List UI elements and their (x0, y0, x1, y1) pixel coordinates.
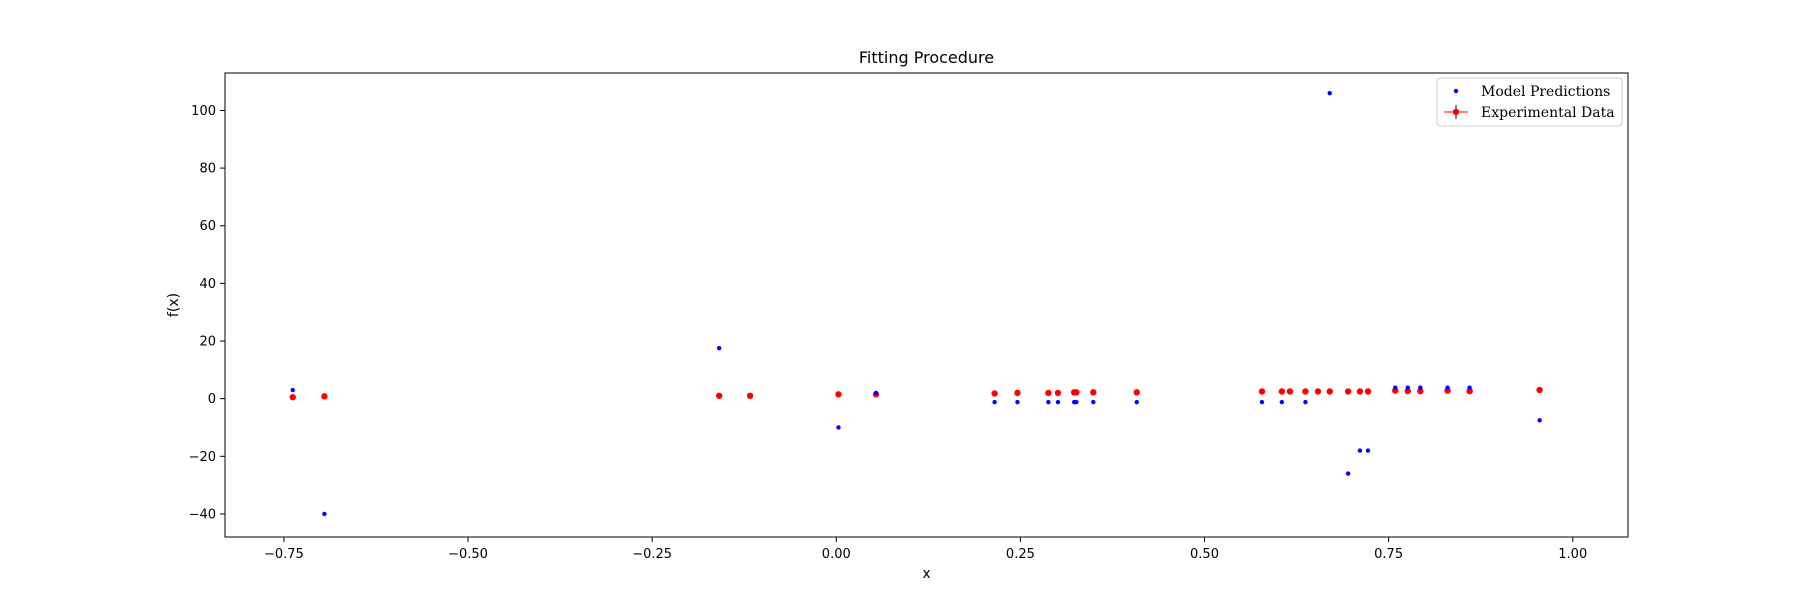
model-prediction-point (290, 387, 295, 393)
legend-marker-experimental-data (1444, 105, 1468, 119)
y-tick-label: 60 (199, 219, 216, 234)
experimental-data-point (1278, 388, 1286, 395)
experimental-data-point (715, 392, 723, 399)
experimental-data-point (1054, 389, 1062, 397)
x-tick-label: 0.00 (822, 547, 851, 562)
model-prediction-point (1074, 399, 1079, 405)
x-tick-label: −0.25 (632, 547, 672, 562)
legend-point (1452, 108, 1460, 116)
chart-title: Fitting Procedure (859, 48, 994, 67)
experimental-data-point (1302, 388, 1309, 395)
model-prediction-point (1365, 448, 1371, 453)
experimental-data-point (289, 394, 296, 401)
y-tick-label: 20 (199, 335, 216, 350)
model-prediction-point (1259, 399, 1265, 405)
experimental-data-point (835, 391, 842, 398)
experimental-data-point (1466, 387, 1473, 395)
model-prediction-point (1134, 399, 1139, 405)
x-tick-label: 1.00 (1558, 547, 1587, 562)
model-prediction-point (1279, 399, 1285, 405)
model-prediction-point (1357, 448, 1363, 453)
x-tick-label: 0.50 (1190, 547, 1219, 562)
model-prediction-point (322, 511, 327, 517)
experimental-data-point (1133, 389, 1140, 396)
model-prediction-point (1046, 399, 1051, 405)
experimental-data-point (1326, 388, 1333, 395)
x-tick-label: −0.75 (264, 547, 304, 562)
experimental-data-point (1404, 387, 1411, 395)
x-axis-label: x (922, 566, 930, 582)
x-tick-label: −0.50 (448, 547, 488, 562)
experimental-data-point (746, 392, 754, 399)
experimental-data-point (1417, 387, 1424, 395)
model-prediction-point (1537, 418, 1542, 423)
legend-label-experimental-data: Experimental Data (1481, 105, 1615, 121)
model-prediction-point (1467, 385, 1472, 390)
model-prediction-point (1445, 385, 1450, 390)
y-axis: −40 −20 0 20 40 60 80 100 (189, 104, 225, 522)
plot-marks (289, 90, 1543, 517)
model-prediction-point (992, 399, 997, 405)
experimental-data-point (1045, 389, 1052, 397)
model-prediction-point (1405, 385, 1410, 390)
experimental-data-point (1258, 388, 1266, 395)
y-tick-label: 80 (199, 162, 216, 177)
experimental-data-point (321, 393, 328, 400)
legend-marker-model-predictions (1453, 88, 1459, 94)
experimental-data-point (1286, 388, 1294, 395)
experimental-data-point (1356, 388, 1364, 395)
experimental-data-point (1090, 389, 1097, 396)
plot-frame (224, 72, 1629, 538)
model-prediction-point (1055, 399, 1061, 405)
y-tick-label: −20 (189, 450, 216, 465)
legend-box (1436, 77, 1623, 127)
x-tick-label: 0.75 (1374, 547, 1403, 562)
model-prediction-point (836, 425, 841, 430)
legend: Model Predictions Experimental Data (1436, 77, 1623, 127)
y-axis-label: f(x) (166, 293, 182, 317)
model-prediction-point (716, 346, 722, 351)
experimental-data-point (1344, 388, 1352, 395)
y-tick-label: 0 (208, 392, 216, 407)
y-tick-label: −40 (189, 507, 216, 522)
legend-point (1453, 88, 1459, 94)
y-tick-label: 40 (199, 277, 216, 292)
experimental-data-point (1536, 386, 1543, 394)
experimental-data-point (1014, 389, 1021, 397)
experimental-data-point (1364, 388, 1372, 395)
x-axis: −0.75 −0.50 −0.25 0.00 0.25 0.50 0.75 1.00 (264, 537, 1587, 562)
model-prediction-point (1015, 399, 1020, 405)
experimental-data-point (1073, 389, 1080, 396)
model-prediction-point (1327, 90, 1332, 96)
y-tick-label: 100 (191, 104, 216, 119)
x-tick-label: 0.25 (1006, 547, 1035, 562)
experimental-data-point (991, 390, 998, 397)
legend-label-model-predictions: Model Predictions (1481, 84, 1610, 100)
model-prediction-point (1345, 471, 1351, 476)
model-prediction-point (1303, 399, 1308, 405)
experimental-data-point (1314, 388, 1322, 395)
model-prediction-point (1393, 385, 1398, 390)
model-prediction-point (1418, 385, 1423, 390)
model-prediction-point (1091, 399, 1096, 405)
model-prediction-point (873, 390, 879, 396)
